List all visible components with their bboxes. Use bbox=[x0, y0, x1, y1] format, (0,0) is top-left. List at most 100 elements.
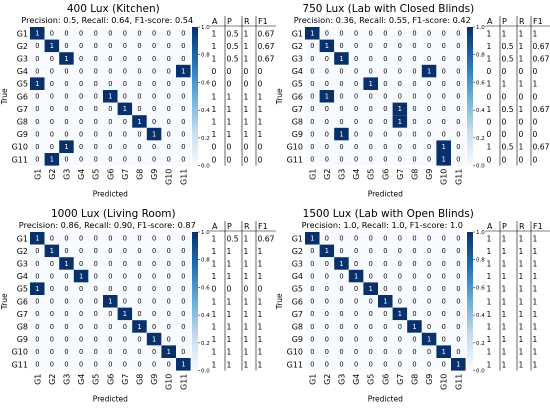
metrics-cell: 1 bbox=[244, 360, 249, 369]
cell-value-label: 0 bbox=[369, 298, 373, 306]
cell-value-label: 0 bbox=[369, 67, 373, 75]
metrics-cell: 1 bbox=[533, 80, 538, 89]
cell-value-label: 0 bbox=[123, 260, 127, 268]
cell-value-label: 0 bbox=[79, 323, 83, 331]
heatmap-cell bbox=[161, 244, 176, 258]
heatmap-cell bbox=[132, 52, 147, 65]
metrics-cell: 0.5 bbox=[502, 55, 514, 64]
cell-value-label: 0 bbox=[412, 42, 416, 50]
heatmap-cell bbox=[103, 295, 118, 308]
cell-value-label: 0 bbox=[181, 55, 185, 63]
heatmap-cell bbox=[117, 39, 133, 53]
heatmap-cell bbox=[88, 307, 103, 321]
cell-value-label: 0 bbox=[108, 143, 112, 151]
cell-value-label: 1 bbox=[50, 247, 54, 255]
heatmap-cell bbox=[44, 27, 60, 40]
metrics-cell: 1 bbox=[258, 348, 263, 357]
heatmap-cell bbox=[132, 27, 147, 40]
metrics-cell: 1 bbox=[227, 360, 232, 369]
cell-value-label: 0 bbox=[79, 310, 83, 318]
metrics-cell: 1 bbox=[212, 297, 217, 306]
heatmap-cell bbox=[378, 295, 393, 308]
cell-value-label: 0 bbox=[398, 260, 402, 268]
x-tick-label: G7 bbox=[121, 374, 130, 385]
colorbar-tick-label: 0.0 bbox=[201, 164, 210, 170]
colorbar-tick-label: 0.4 bbox=[201, 108, 210, 114]
cell-value-label: 0 bbox=[427, 348, 431, 356]
heatmap-cell bbox=[421, 345, 437, 358]
cell-value-label: 1 bbox=[50, 42, 54, 50]
cell-value-label: 0 bbox=[456, 105, 460, 113]
metrics-cell: 1 bbox=[487, 247, 492, 256]
x-axis-label: Predicted bbox=[368, 395, 403, 404]
cell-value-label: 0 bbox=[369, 348, 373, 356]
cell-value-label: 0 bbox=[152, 298, 156, 306]
cell-value-label: 0 bbox=[167, 105, 171, 113]
heatmap-cell bbox=[421, 102, 437, 116]
heatmap-cell bbox=[348, 295, 364, 308]
cell-value-label: 0 bbox=[325, 156, 329, 164]
heatmap-cell bbox=[407, 52, 422, 65]
colorbar-tick-label: 1.0 bbox=[476, 25, 485, 31]
y-tick-label: G4 bbox=[17, 272, 28, 281]
x-tick-label: G5 bbox=[92, 169, 101, 180]
heatmap-cell bbox=[30, 39, 45, 53]
metrics-cell: 1 bbox=[519, 143, 524, 152]
heatmap-cell bbox=[103, 307, 118, 321]
cell-value-label: 0 bbox=[325, 55, 329, 63]
colorbar-tick-label: 0.8 bbox=[476, 258, 485, 264]
cell-value-label: 0 bbox=[79, 130, 83, 138]
cell-value-label: 0 bbox=[427, 310, 431, 318]
cell-value-label: 0 bbox=[383, 323, 387, 331]
metrics-cell: 1 bbox=[258, 130, 263, 139]
heatmap-cell bbox=[161, 295, 176, 308]
heatmap-cell bbox=[451, 27, 466, 40]
cell-value-label: 0 bbox=[167, 30, 171, 38]
cell-value-label: 0 bbox=[94, 272, 98, 280]
colorbar-tick-label: 0.8 bbox=[201, 258, 210, 264]
y-tick-label: G1 bbox=[292, 29, 303, 38]
heatmap-cell bbox=[88, 140, 103, 153]
cell-value-label: 0 bbox=[108, 67, 112, 75]
heatmap-cell bbox=[44, 320, 60, 333]
metrics-cell: 0 bbox=[244, 143, 249, 152]
heatmap-cell bbox=[103, 244, 118, 258]
heatmap-cell bbox=[117, 282, 133, 295]
colorbar-tick-label: 0.4 bbox=[476, 108, 485, 114]
cell-value-label: 0 bbox=[167, 156, 171, 164]
heatmap-cell bbox=[103, 102, 118, 116]
cell-value-label: 1 bbox=[181, 67, 185, 75]
heatmap-cell bbox=[176, 232, 191, 245]
heatmap-cell bbox=[73, 27, 89, 40]
cell-value-label: 0 bbox=[167, 118, 171, 126]
heatmap-cell bbox=[348, 257, 364, 270]
heatmap-cell bbox=[451, 115, 466, 128]
heatmap-cell bbox=[363, 358, 378, 371]
cell-value-label: 0 bbox=[108, 156, 112, 164]
metrics-cell: 0 bbox=[502, 92, 507, 101]
cell-value-label: 0 bbox=[325, 105, 329, 113]
cell-value-label: 0 bbox=[181, 298, 185, 306]
heatmap-cell bbox=[59, 39, 74, 53]
heatmap-cell bbox=[59, 269, 74, 283]
confusion-panel: 1500 Lux (Lab with Open Blinds)Precision… bbox=[275, 208, 550, 404]
cell-value-label: 0 bbox=[79, 118, 83, 126]
heatmap-cell bbox=[176, 27, 191, 40]
heatmap-cell bbox=[146, 140, 162, 153]
colorbar-tick-label: 0.2 bbox=[476, 136, 485, 142]
heatmap-cell bbox=[103, 27, 118, 40]
cell-value-label: 0 bbox=[310, 247, 314, 255]
cell-value-label: 0 bbox=[383, 67, 387, 75]
metrics-cell: 1 bbox=[227, 348, 232, 357]
metrics-cell: 1 bbox=[519, 55, 524, 64]
heatmap-cell bbox=[319, 39, 335, 53]
heatmap-cell bbox=[176, 332, 191, 346]
heatmap-cell bbox=[348, 269, 364, 283]
x-tick-label: G3 bbox=[63, 374, 72, 385]
cell-value-label: 0 bbox=[369, 118, 373, 126]
cell-value-label: 0 bbox=[137, 30, 141, 38]
cell-value-label: 0 bbox=[383, 272, 387, 280]
heatmap-cell bbox=[319, 257, 335, 270]
heatmap-cell bbox=[407, 244, 422, 258]
cell-value-label: 0 bbox=[427, 260, 431, 268]
